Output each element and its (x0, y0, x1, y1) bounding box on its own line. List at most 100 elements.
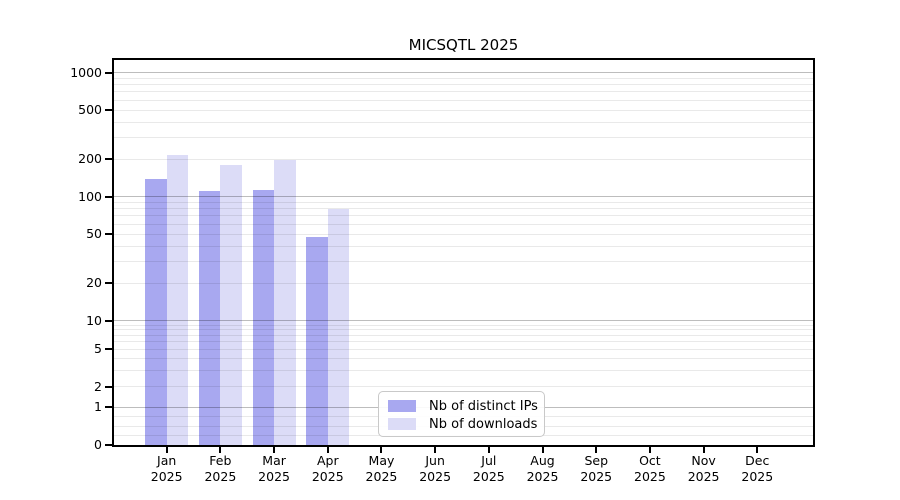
y-tick-label: 20 (86, 275, 102, 291)
minor-gridline (114, 369, 813, 371)
y-tick-label: 5 (94, 341, 102, 356)
x-tick-month: Nov (691, 452, 716, 468)
x-tick-mark (541, 446, 544, 453)
bar-nb-of-distinct-ips-jan (145, 178, 167, 445)
minor-gridline (114, 334, 813, 336)
x-tick-mark (756, 446, 759, 453)
x-tick-month: Jun (425, 452, 445, 468)
x-tick-year: 2025 (526, 468, 559, 484)
y-tick-mark (105, 443, 112, 446)
minor-gridline (114, 324, 813, 326)
y-tick-label: 200 (78, 151, 102, 167)
minor-gridline (114, 341, 813, 343)
minor-gridline (114, 99, 813, 101)
x-tick-mark (273, 446, 276, 453)
major-gridline (114, 72, 813, 74)
y-tick-mark (105, 195, 112, 198)
y-tick-mark (105, 233, 112, 235)
y-tick-mark (105, 406, 112, 409)
x-tick-year: 2025 (580, 468, 613, 484)
x-tick-year: 2025 (365, 468, 398, 484)
y-tick-label: 50 (86, 226, 102, 241)
x-tick-label-nov: Nov 2025 (672, 453, 736, 485)
minor-gridline (114, 158, 813, 160)
minor-gridline (114, 215, 813, 217)
x-tick-month: May (368, 452, 395, 468)
x-tick-month: Jul (481, 452, 497, 468)
y-tick-mark (105, 282, 112, 285)
legend-label: Nb of downloads (429, 416, 538, 432)
x-tick-label-jun: Jun 2025 (403, 453, 467, 485)
x-tick-year: 2025 (634, 468, 666, 484)
minor-gridline (114, 201, 813, 203)
x-tick-year: 2025 (150, 468, 183, 484)
minor-gridline (114, 121, 813, 123)
x-tick-year: 2025 (741, 468, 774, 484)
x-tick-label-oct: Oct 2025 (618, 453, 682, 485)
y-tick-mark (105, 385, 112, 388)
x-tick-mark (702, 446, 705, 453)
bar-nb-of-distinct-ips-apr (306, 237, 328, 445)
y-tick-mark (105, 158, 112, 161)
minor-gridline (114, 357, 813, 359)
bar-nb-of-downloads-jan (166, 155, 189, 445)
minor-gridline (114, 91, 813, 93)
minor-gridline (114, 223, 813, 225)
x-tick-month: Jan (157, 452, 177, 468)
x-tick-month: Aug (530, 452, 555, 468)
x-tick-month: Apr (316, 452, 339, 468)
x-tick-mark (487, 446, 490, 453)
minor-gridline (114, 84, 813, 86)
x-tick-label-feb: Feb 2025 (188, 453, 252, 485)
chart-title: MICSQTL 2025 (408, 36, 519, 54)
x-tick-year: 2025 (419, 468, 452, 484)
bar-nb-of-distinct-ips-feb (198, 190, 221, 445)
x-tick-label-sep: Sep 2025 (564, 453, 628, 485)
x-tick-label-mar: Mar 2025 (242, 453, 306, 485)
x-tick-year: 2025 (204, 468, 237, 484)
x-tick-month: Mar (262, 452, 286, 468)
x-tick-mark (434, 446, 437, 453)
y-tick-mark (105, 71, 112, 74)
y-tick-label: 1 (94, 399, 102, 415)
x-tick-year: 2025 (472, 468, 505, 484)
x-tick-label-apr: Apr 2025 (296, 453, 360, 485)
legend: Nb of distinct IPs Nb of downloads (378, 391, 545, 437)
major-gridline (114, 196, 813, 198)
x-tick-label-dec: Dec 2025 (725, 453, 789, 485)
x-tick-month: Dec (745, 452, 770, 468)
y-tick-label: 10 (86, 312, 102, 328)
x-tick-label-jan: Jan 2025 (135, 453, 199, 485)
minor-gridline (114, 386, 813, 388)
minor-gridline (114, 348, 813, 350)
y-tick-label: 2 (94, 378, 102, 394)
bar-nb-of-downloads-apr (327, 209, 350, 445)
x-tick-label-may: May 2025 (349, 453, 413, 485)
y-tick-mark (105, 348, 112, 350)
minor-gridline (114, 329, 813, 331)
legend-entry: Nb of downloads (388, 415, 538, 433)
legend-label: Nb of distinct IPs (429, 398, 538, 414)
x-tick-year: 2025 (311, 468, 344, 484)
y-tick-mark (105, 109, 112, 111)
legend-swatch-icon (388, 400, 416, 412)
major-gridline (114, 320, 813, 322)
minor-gridline (114, 260, 813, 262)
minor-gridline (114, 282, 813, 284)
bar-nb-of-distinct-ips-mar (252, 190, 275, 445)
x-tick-year: 2025 (687, 468, 720, 484)
x-tick-mark (326, 446, 329, 453)
minor-gridline (114, 136, 813, 138)
x-tick-year: 2025 (258, 468, 290, 484)
legend-entry: Nb of distinct IPs (388, 397, 538, 415)
x-tick-mark (595, 446, 598, 453)
x-tick-mark (648, 446, 651, 453)
minor-gridline (114, 245, 813, 247)
bar-nb-of-downloads-feb (220, 164, 242, 445)
x-tick-month: Feb (209, 452, 232, 468)
minor-gridline (114, 233, 813, 235)
y-tick-label: 100 (78, 188, 102, 204)
x-tick-label-jul: Jul 2025 (457, 453, 521, 485)
bar-nb-of-downloads-mar (274, 160, 296, 445)
